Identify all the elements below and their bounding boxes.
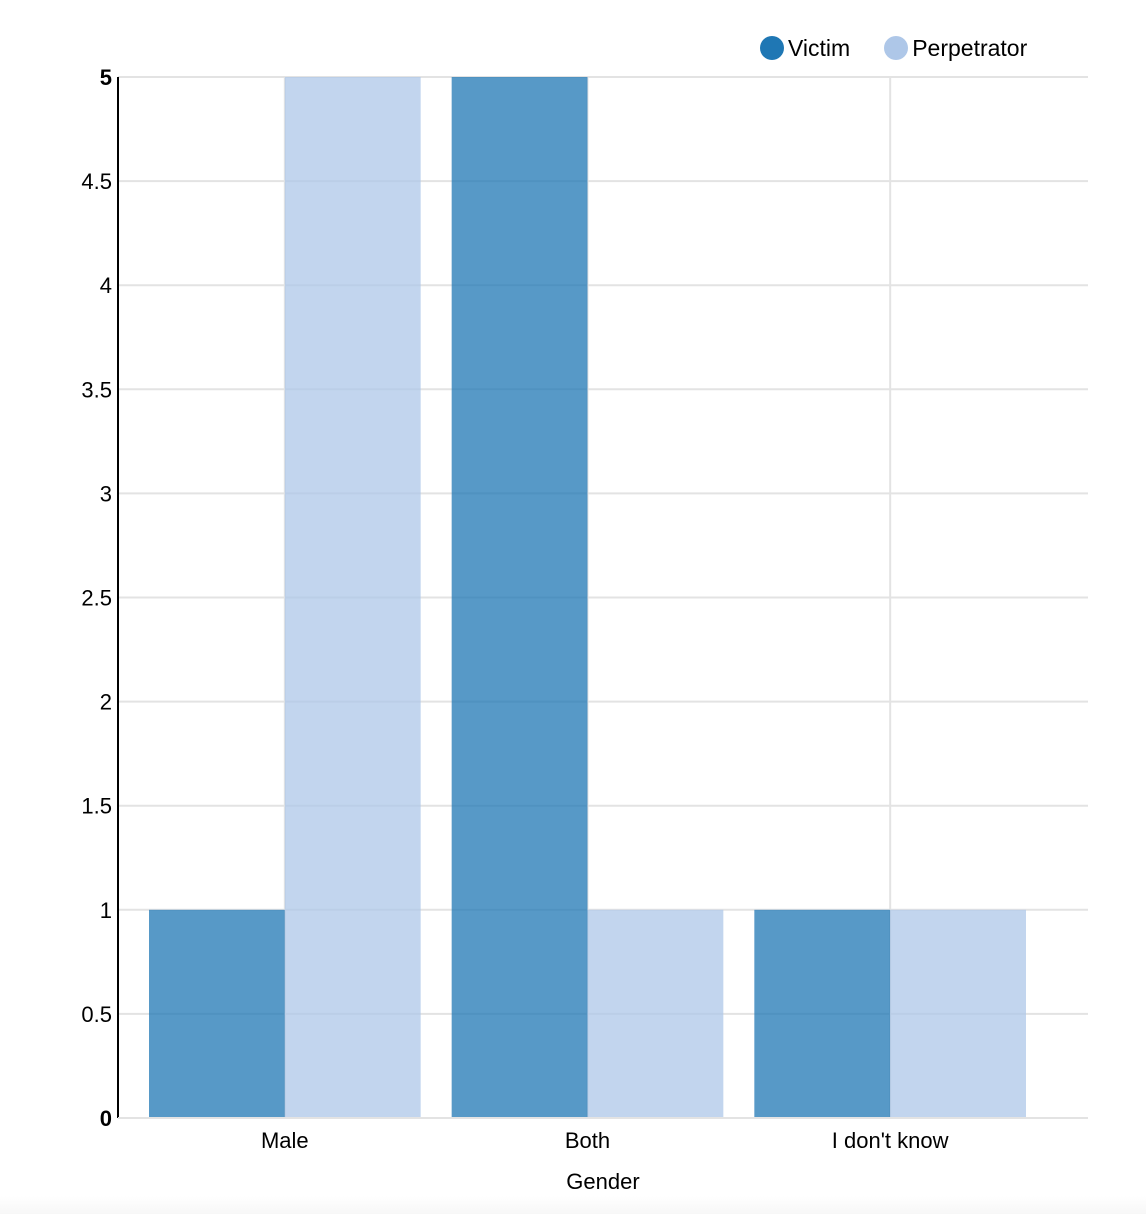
y-tick-label: 2 (100, 690, 112, 715)
legend-item-victim[interactable]: Victim (760, 34, 850, 62)
legend-label-victim: Victim (788, 35, 851, 61)
x-axis-title: Gender (566, 1169, 639, 1194)
axes: 0 0.5 1 1.5 2 2.5 3 3.5 4 4.5 5 Male Both I don't kno… (81, 65, 1088, 1153)
bar-perpetrator-1[interactable] (587, 909, 724, 1118)
y-tick-label: 4 (100, 273, 112, 298)
y-tick-label: 4.5 (81, 169, 112, 194)
y-tick-label: 2.5 (81, 586, 112, 611)
bar-perpetrator-2[interactable] (890, 909, 1026, 1118)
y-tick-label: 5 (100, 65, 112, 90)
x-tick-label: I don't know (832, 1128, 949, 1153)
bar-victim-2[interactable] (754, 909, 891, 1118)
chart-legend: Victim Perpetrator (760, 34, 1027, 62)
y-tick-label: 3 (100, 481, 112, 506)
bar-victim-0[interactable] (149, 909, 285, 1118)
y-tick-label: 1 (100, 898, 112, 923)
legend-item-perpetrator[interactable]: Perpetrator (884, 34, 1027, 62)
bar-perpetrator-0[interactable] (284, 77, 421, 1118)
legend-swatch-victim (760, 36, 784, 60)
bar-victim-1[interactable] (451, 77, 588, 1118)
bars (149, 77, 1026, 1118)
y-tick-label: 3.5 (81, 377, 112, 402)
x-tick-label: Both (565, 1128, 610, 1153)
x-tick-label: Male (261, 1128, 309, 1153)
y-tick-label: 1.5 (81, 794, 112, 819)
legend-label-perpetrator: Perpetrator (912, 35, 1028, 61)
y-tick-label: 0.5 (81, 1002, 112, 1027)
y-tick-label: 0 (100, 1106, 112, 1131)
legend-swatch-perpetrator (884, 36, 909, 60)
